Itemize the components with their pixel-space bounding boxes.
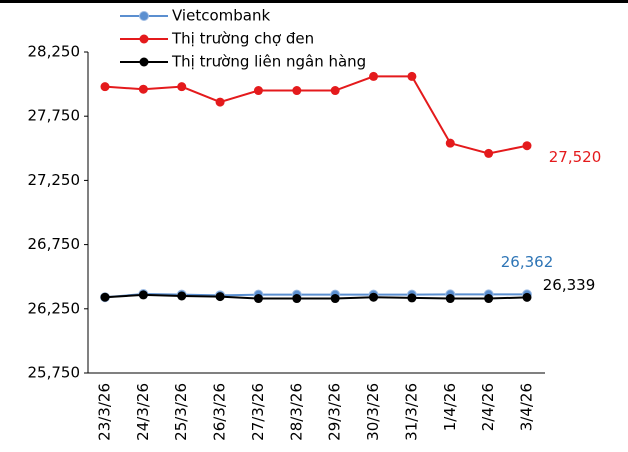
point	[253, 294, 263, 304]
y-tick-label: 26,250	[28, 299, 81, 317]
y-tick-label: 25,750	[28, 364, 81, 382]
point	[292, 294, 302, 304]
point	[100, 292, 110, 302]
point	[484, 294, 494, 304]
legend-marker	[139, 57, 149, 67]
top-border	[0, 0, 628, 3]
y-tick-label: 27,750	[28, 107, 81, 125]
value-label: 26,362	[501, 253, 554, 271]
point	[138, 84, 148, 94]
x-tick-label: 28/3/26	[287, 383, 305, 441]
x-tick-label: 26/3/26	[211, 383, 229, 441]
series-line	[104, 293, 528, 300]
x-tick-label: 23/3/26	[96, 383, 114, 441]
series-line	[104, 75, 528, 155]
point	[215, 292, 225, 302]
point	[253, 86, 263, 96]
legend-marker	[139, 11, 149, 21]
x-tick-label: 2/4/26	[479, 383, 497, 431]
point	[215, 97, 225, 107]
point	[369, 292, 379, 302]
point	[484, 148, 494, 158]
legend-label: Vietcombank	[172, 7, 270, 25]
point	[177, 291, 187, 301]
value-label: 26,339	[543, 276, 596, 294]
x-tick-label: 25/3/26	[172, 383, 190, 441]
point	[138, 290, 148, 300]
x-tick-label: 30/3/26	[364, 383, 382, 441]
point	[445, 294, 455, 304]
legend-marker	[139, 34, 149, 44]
legend-label: Thị trường chợ đen	[171, 30, 314, 48]
x-tick-label: 24/3/26	[134, 383, 152, 441]
point	[369, 71, 379, 81]
point	[407, 71, 417, 81]
x-tick-label: 31/3/26	[402, 383, 420, 441]
point	[445, 138, 455, 148]
legend-label: Thị trường liên ngân hàng	[171, 53, 366, 71]
point	[522, 141, 532, 151]
x-tick-label: 29/3/26	[326, 383, 344, 441]
point	[292, 86, 302, 96]
point	[330, 86, 340, 96]
y-tick-label: 27,250	[28, 171, 81, 189]
value-label: 27,520	[549, 148, 602, 166]
point	[330, 294, 340, 304]
point	[177, 82, 187, 92]
x-tick-label: 27/3/26	[249, 383, 267, 441]
point	[100, 82, 110, 92]
point	[522, 292, 532, 302]
point	[407, 293, 417, 303]
x-tick-label: 3/4/26	[518, 383, 536, 431]
y-tick-label: 26,750	[28, 235, 81, 253]
series-line	[104, 293, 527, 299]
y-tick-label: 28,250	[28, 43, 81, 61]
x-tick-label: 1/4/26	[441, 383, 459, 431]
